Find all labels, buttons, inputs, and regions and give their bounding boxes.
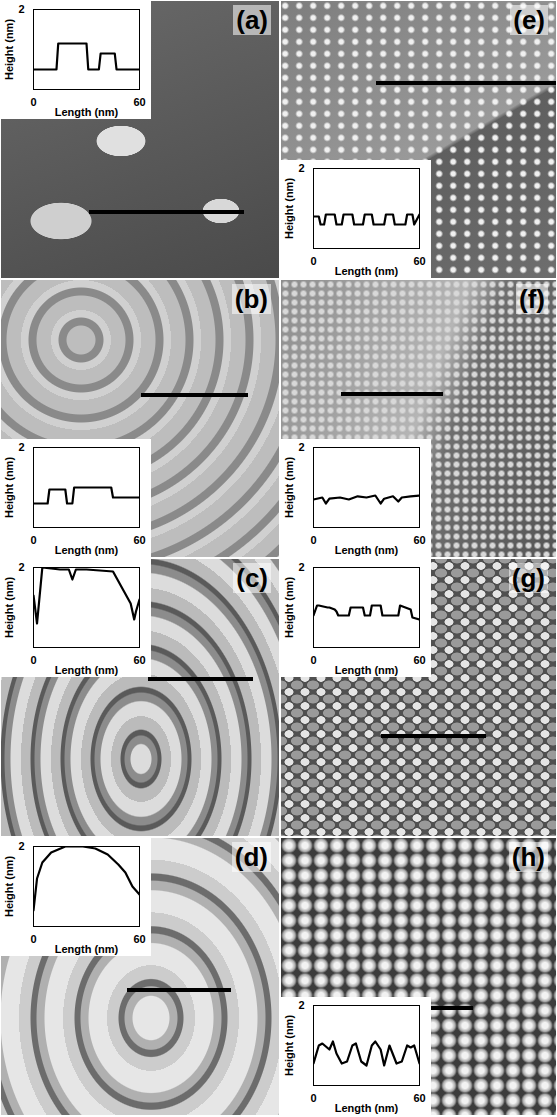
svg-text:Length (nm): Length (nm)	[335, 265, 399, 277]
svg-text:2: 2	[298, 561, 304, 573]
html-text:(g): (g)	[511, 563, 545, 593]
svg-text:Height (nm): Height (nm)	[3, 856, 15, 917]
svg-text:60: 60	[133, 96, 145, 108]
svg-text:2: 2	[298, 999, 304, 1011]
svg-text:0: 0	[30, 933, 36, 945]
svg-text:0: 0	[30, 654, 36, 666]
svg-text:60: 60	[413, 534, 425, 546]
svg-text:2: 2	[18, 561, 24, 573]
svg-text:2: 2	[298, 441, 304, 453]
svg-text:0: 0	[30, 96, 36, 108]
svg-text:Height (nm): Height (nm)	[283, 577, 295, 638]
html-text:(c): (c)	[236, 563, 268, 593]
svg-text:60: 60	[413, 1092, 425, 1104]
svg-text:Height (nm): Height (nm)	[3, 19, 15, 80]
svg-text:2: 2	[298, 162, 304, 174]
svg-text:0: 0	[30, 534, 36, 546]
svg-text:Height (nm): Height (nm)	[283, 1015, 295, 1076]
svg-text:0: 0	[310, 1092, 316, 1104]
html-text:(h): (h)	[511, 842, 545, 872]
svg-text:Length (nm): Length (nm)	[335, 1102, 399, 1114]
svg-text:Height (nm): Height (nm)	[283, 178, 295, 239]
html-text:(e): (e)	[513, 5, 545, 35]
html-text:(a): (a)	[236, 5, 268, 35]
svg-text:60: 60	[413, 654, 425, 666]
svg-text:60: 60	[413, 255, 425, 267]
svg-text:2: 2	[18, 441, 24, 453]
svg-text:0: 0	[310, 654, 316, 666]
svg-text:0: 0	[310, 534, 316, 546]
svg-text:60: 60	[133, 933, 145, 945]
svg-text:Length (nm): Length (nm)	[55, 664, 119, 676]
svg-text:Height (nm): Height (nm)	[283, 457, 295, 518]
svg-text:Height (nm): Height (nm)	[3, 577, 15, 638]
svg-text:0: 0	[310, 255, 316, 267]
html-text:(b): (b)	[234, 284, 268, 314]
html-text:(f): (f)	[519, 284, 545, 314]
html-text:(d): (d)	[234, 842, 268, 872]
svg-text:Length (nm): Length (nm)	[55, 943, 119, 955]
svg-text:Length (nm): Length (nm)	[335, 664, 399, 676]
svg-text:2: 2	[18, 840, 24, 852]
svg-text:Length (nm): Length (nm)	[335, 544, 399, 556]
svg-text:Length (nm): Length (nm)	[55, 544, 119, 556]
svg-text:Height (nm): Height (nm)	[3, 457, 15, 518]
svg-text:Length (nm): Length (nm)	[55, 106, 119, 118]
svg-text:60: 60	[133, 534, 145, 546]
svg-text:60: 60	[133, 654, 145, 666]
svg-text:2: 2	[18, 3, 24, 15]
